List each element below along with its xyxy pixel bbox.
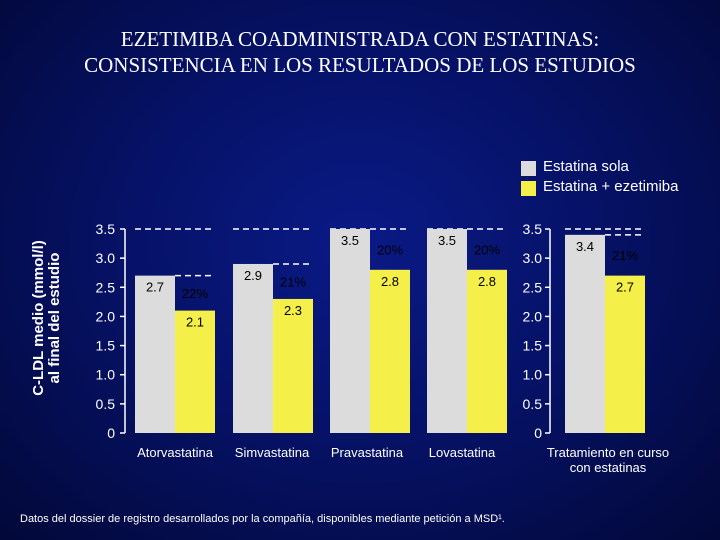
bar-statin-alone [330,229,370,433]
legend-swatch-statin-alone [521,161,536,176]
bar-statin-alone [565,234,605,433]
y-tick-right-label: 1.5 [523,338,543,354]
bar-statin-ezetimibe [273,298,313,433]
reduction-label: 21% [612,248,638,263]
category-label-line-1: Tratamiento en curso [547,445,669,460]
bar-statin-ezetimibe [605,275,645,433]
chart-title-line-1: EZETIMIBA COADMINISTRADA CON ESTATINAS: [120,27,600,51]
reduction-label: 22% [182,286,208,301]
value-label-statin-ezetimibe: 2.7 [616,280,634,295]
category-label: Pravastatina [331,445,404,460]
y-tick-left-label: 3.5 [96,221,116,237]
category-label-ongoing-treatment: Tratamiento en curso con estatinas [547,445,669,475]
y-tick-right-label: 2.5 [523,279,543,295]
value-label-statin-alone: 3.5 [438,233,456,248]
reduction-label: 20% [474,242,500,257]
y-tick-left-label: 1.5 [96,338,116,354]
y-tick-left-label: 0.5 [96,396,116,412]
bar-statin-alone [427,229,467,433]
value-label-statin-ezetimibe: 2.8 [478,274,496,289]
legend-label-statin-ezetimibe: Estatina + ezetimiba [543,178,679,195]
reduction-label: 20% [377,242,403,257]
y-tick-right-label: 2.0 [523,308,543,324]
category-label: Simvastatina [235,445,310,460]
bar-statin-ezetimibe [370,269,410,433]
y-tick-left-label: 3.0 [96,250,116,266]
chart-title-line-2: CONSISTENCIA EN LOS RESULTADOS DE LOS ES… [84,53,636,77]
bar-statin-ezetimibe [467,269,507,433]
y-tick-left-label: 0 [107,425,115,441]
value-label-statin-alone: 2.7 [146,280,164,295]
bar-statin-alone [135,275,175,433]
value-label-statin-alone: 2.9 [244,268,262,283]
reduction-label: 21% [280,274,306,289]
legend-swatch-statin-ezetimibe [521,181,536,196]
chart-title: EZETIMIBA COADMINISTRADA CON ESTATINAS: … [0,26,720,78]
value-label-statin-alone: 3.4 [576,239,594,254]
y-tick-right-label: 1.0 [523,367,543,383]
legend-label-statin-alone: Estatina sola [543,158,629,175]
y-tick-right-label: 0.5 [523,396,543,412]
category-label: Atorvastatina [137,445,214,460]
y-tick-right-label: 0 [534,425,542,441]
y-tick-left-label: 1.0 [96,367,116,383]
category-label: Lovastatina [429,445,496,460]
y-tick-right-label: 3.0 [523,250,543,266]
y-tick-right-label: 3.5 [523,221,543,237]
value-label-statin-ezetimibe: 2.1 [186,315,204,330]
value-label-statin-alone: 3.5 [341,233,359,248]
value-label-statin-ezetimibe: 2.3 [284,303,302,318]
bar-statin-ezetimibe [175,310,215,433]
footnote: Datos del dossier de registro desarrolla… [20,513,505,525]
bar-statin-alone [233,263,273,433]
y-tick-left-label: 2.5 [96,279,116,295]
category-label-line-2: con estatinas [570,460,647,475]
y-tick-left-label: 2.0 [96,308,116,324]
value-label-statin-ezetimibe: 2.8 [381,274,399,289]
